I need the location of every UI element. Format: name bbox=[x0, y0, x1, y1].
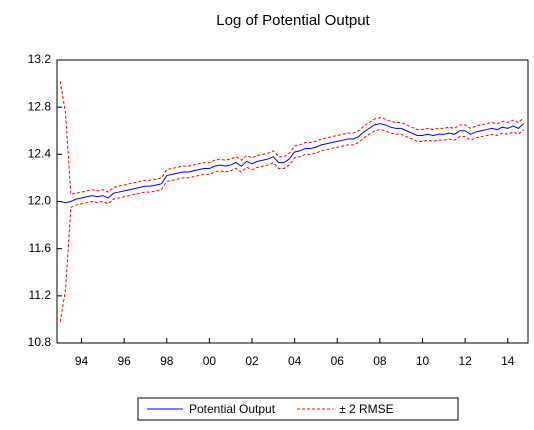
series-line bbox=[60, 123, 525, 204]
x-tick-label: 00 bbox=[203, 354, 217, 368]
legend-label: ± 2 RMSE bbox=[339, 402, 394, 416]
x-tick-label: 94 bbox=[75, 354, 89, 368]
x-tick-label: 14 bbox=[501, 354, 515, 368]
legend-label: Potential Output bbox=[189, 402, 276, 416]
x-tick-label: 98 bbox=[160, 354, 174, 368]
y-tick-label: 11.6 bbox=[29, 241, 52, 255]
band-line bbox=[59, 81, 525, 196]
y-tick-label: 12.4 bbox=[28, 147, 52, 161]
band-line bbox=[59, 129, 525, 322]
y-tick-label: 11.2 bbox=[29, 288, 52, 302]
y-tick-label: 10.8 bbox=[28, 335, 52, 349]
y-tick-label: 12.0 bbox=[28, 194, 52, 208]
chart-title: Log of Potential Output bbox=[216, 12, 370, 29]
x-tick-label: 96 bbox=[117, 354, 131, 368]
x-tick-label: 12 bbox=[458, 354, 472, 368]
y-tick-label: 13.2 bbox=[28, 52, 52, 66]
x-tick-label: 06 bbox=[331, 354, 345, 368]
y-tick-label: 12.8 bbox=[28, 99, 52, 113]
plot-frame bbox=[56, 59, 529, 344]
x-tick-label: 04 bbox=[288, 354, 302, 368]
x-tick-label: 10 bbox=[416, 354, 430, 368]
x-tick-label: 02 bbox=[245, 354, 259, 368]
x-tick-label: 08 bbox=[373, 354, 387, 368]
